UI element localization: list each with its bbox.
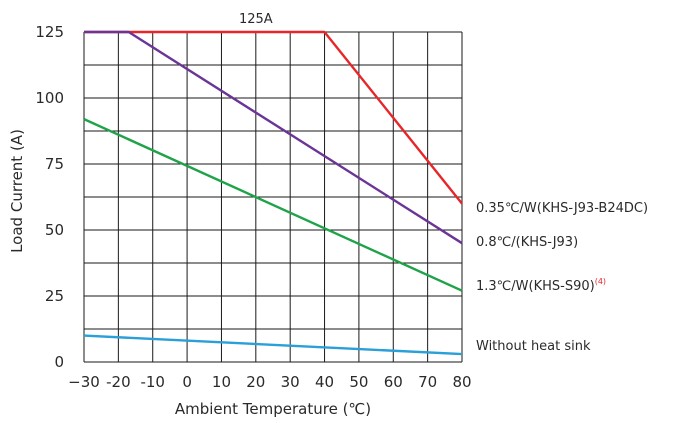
- y-tick-label: 125: [35, 23, 64, 41]
- x-tick-labels: −30 -20 -10 0 10 20 30 40 50 60 70 80: [68, 373, 471, 391]
- x-tick-label: 20: [246, 373, 265, 391]
- y-tick-label: 50: [45, 221, 64, 239]
- y-tick-label: 100: [35, 89, 64, 107]
- y-axis-label: Load Current (A): [8, 129, 26, 253]
- y-tick-label: 75: [45, 155, 64, 173]
- x-tick-label: 80: [452, 373, 471, 391]
- y-tick-labels: 0 25 50 75 100 125: [35, 23, 64, 371]
- x-tick-label: -10: [140, 373, 165, 391]
- series-line-0: [84, 30, 463, 205]
- x-tick-label: 40: [315, 373, 334, 391]
- annotations: 125A: [239, 12, 273, 27]
- x-tick-label: 70: [418, 373, 437, 391]
- x-tick-label: 60: [384, 373, 403, 391]
- series-label-3: Without heat sink: [476, 339, 591, 354]
- x-axis-label: Ambient Temperature (℃): [175, 400, 371, 418]
- x-tick-label: −30: [68, 373, 100, 391]
- annotation-0: 125A: [239, 12, 273, 27]
- series-label-0: 0.35℃/W(KHS-J93-B24DC): [476, 201, 648, 216]
- grid: [83, 31, 463, 363]
- series-line-2: [83, 118, 463, 292]
- series-lines: [83, 30, 463, 356]
- x-tick-label: 50: [349, 373, 368, 391]
- series-line-3: [83, 334, 463, 356]
- x-tick-label: -20: [106, 373, 131, 391]
- series-labels: 0.35℃/W(KHS-J93-B24DC) 0.8℃/(KHS-J93) 1.3℃…: [476, 201, 648, 354]
- series-label-superscript: (4): [595, 277, 606, 286]
- series-label-1: 0.8℃/(KHS-J93): [476, 235, 578, 250]
- x-tick-label: 0: [182, 373, 192, 391]
- y-tick-label: 0: [54, 353, 64, 371]
- x-tick-label: 10: [212, 373, 231, 391]
- y-tick-label: 25: [45, 287, 64, 305]
- series-line-1: [84, 30, 463, 245]
- series-label-2: 1.3℃/W(KHS-S90)(4): [476, 277, 606, 294]
- x-tick-label: 30: [281, 373, 300, 391]
